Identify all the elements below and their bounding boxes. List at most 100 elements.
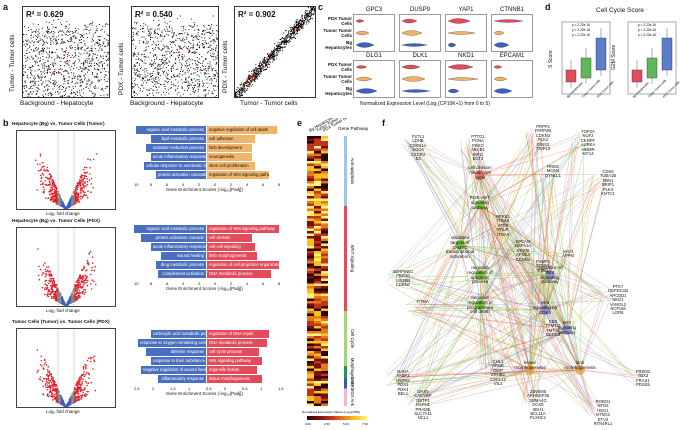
scatter-point <box>94 94 96 97</box>
scatter-point <box>212 85 214 87</box>
scatter-point <box>83 49 85 51</box>
scatter-point <box>54 58 56 60</box>
scatter-point <box>308 20 310 22</box>
scatter-point <box>193 51 195 53</box>
scatter-point <box>188 84 190 87</box>
scatter-point <box>72 63 74 65</box>
scatter-point <box>139 76 141 78</box>
scatter-point <box>86 33 88 35</box>
volcano-point <box>52 280 54 282</box>
scatter-point <box>97 81 99 83</box>
scatter-point <box>33 80 35 83</box>
volcano-point <box>47 183 50 186</box>
scatter-point <box>98 23 100 26</box>
scatter-point <box>201 36 203 38</box>
scatter-point <box>160 40 162 42</box>
highlight-point <box>191 35 193 38</box>
scatter-point <box>74 51 76 53</box>
scatter-point <box>301 18 303 20</box>
scatter-point <box>67 82 70 84</box>
scatter-point <box>248 83 250 86</box>
scatter-point <box>182 30 184 32</box>
scatter-point <box>146 40 148 42</box>
scatter-point <box>24 25 26 28</box>
scatter-point <box>184 73 186 75</box>
y-axis-label: PDX - Tumor cells <box>118 42 125 95</box>
volcano-point <box>86 281 88 284</box>
scatter-point <box>152 85 154 87</box>
scatter-point <box>256 75 258 77</box>
scatter-point <box>300 19 302 22</box>
scatter-point <box>280 43 283 45</box>
axis-tick: 6 <box>166 281 169 286</box>
scatter-point <box>268 55 270 57</box>
scatter-point <box>209 79 211 81</box>
scatter-point <box>107 80 109 82</box>
scatter-point <box>152 94 154 96</box>
scatter-point <box>204 40 206 42</box>
highlight-point <box>251 76 254 79</box>
scatter-point <box>252 69 254 71</box>
scatter-point <box>46 70 48 72</box>
scatter-point <box>241 89 243 91</box>
scatter-point <box>177 55 179 57</box>
scatter-point <box>273 50 275 53</box>
volcano-point <box>55 300 58 302</box>
scatter-point <box>23 44 25 46</box>
scatter-point <box>264 69 266 71</box>
scatter-point <box>177 85 179 87</box>
volcano-point <box>52 383 55 385</box>
scatter-point <box>268 56 271 58</box>
scatter-point <box>309 10 311 12</box>
volcano-point <box>76 285 79 287</box>
scatter-point <box>56 42 58 45</box>
scatter-point <box>183 39 186 41</box>
scatter-point <box>203 89 205 91</box>
volcano-point <box>82 276 85 278</box>
scatter-point <box>66 96 68 97</box>
scatter-point <box>132 27 133 30</box>
volcano-point <box>68 203 71 206</box>
scatter-point <box>48 22 50 24</box>
volcano-point <box>61 397 63 399</box>
scatter-point <box>31 87 33 90</box>
scatter-point <box>167 48 169 50</box>
scatter-point <box>100 36 102 38</box>
scatter-point <box>217 86 218 88</box>
scatter-point <box>58 30 60 32</box>
scatter-point <box>295 19 297 21</box>
scatter-point <box>24 82 26 84</box>
scatter-point <box>135 68 137 71</box>
scatter-point <box>103 45 105 47</box>
scatter-point <box>62 86 64 89</box>
scatter-point <box>257 75 259 77</box>
volcano-point <box>47 197 50 199</box>
p-value-label: p < 2.22e-16 <box>638 23 656 27</box>
scatter-point <box>205 58 207 60</box>
scatter-point <box>70 57 72 59</box>
scatter-point <box>52 42 55 44</box>
scatter-point <box>38 40 40 42</box>
scatter-point <box>29 66 31 68</box>
scatter-point <box>302 24 304 26</box>
volcano-point <box>43 363 46 365</box>
scatter-point <box>186 59 188 61</box>
scatter-point <box>240 86 242 88</box>
volcano-point <box>48 370 51 372</box>
scatter-point <box>85 28 87 30</box>
scatter-point <box>94 76 96 79</box>
scatter-point <box>277 54 279 56</box>
scatter-point <box>181 70 184 73</box>
scatter-point <box>152 71 154 73</box>
r2-value: R² = 0.540 <box>135 10 173 19</box>
scatter-point <box>83 64 85 66</box>
scatter-point <box>181 88 183 90</box>
scatter-point <box>187 59 189 61</box>
scatter-point <box>43 51 45 53</box>
scatter-point <box>134 65 136 67</box>
scatter-point <box>62 41 64 43</box>
scatter-point <box>189 63 191 65</box>
scatter-point <box>216 38 218 40</box>
volcano-point <box>42 272 44 274</box>
scatter-point <box>23 41 25 43</box>
